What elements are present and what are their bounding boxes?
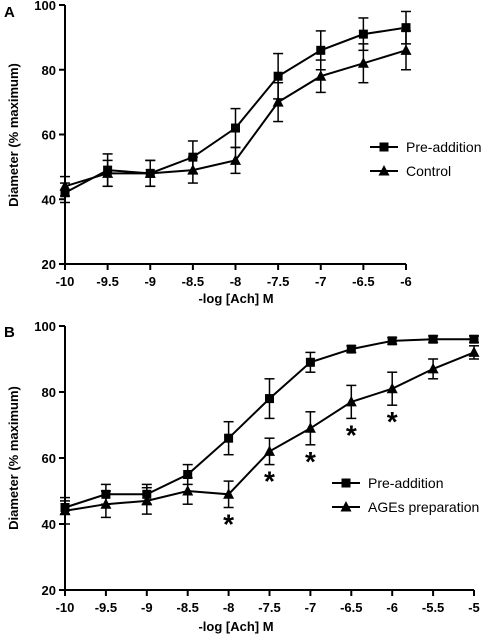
- y-tick-label: 40: [42, 192, 56, 207]
- y-tick-label: 100: [34, 0, 56, 13]
- data-point: [264, 445, 275, 456]
- series-triangle: [59, 30, 412, 197]
- legend-entry: Pre-addition: [368, 475, 444, 491]
- x-tick-label: -7.5: [258, 600, 280, 615]
- significance-mark: *: [305, 446, 316, 477]
- data-point: [469, 334, 479, 344]
- y-tick-label: 100: [34, 319, 56, 334]
- x-tick-label: -7: [305, 600, 317, 615]
- data-point: [272, 96, 284, 107]
- data-point: [304, 422, 316, 433]
- x-tick-label: -6.5: [340, 600, 362, 615]
- data-point: [468, 346, 480, 357]
- data-point: [305, 357, 315, 367]
- data-point: [315, 70, 327, 81]
- x-tick-label: -7: [315, 274, 327, 289]
- data-point: [358, 29, 368, 39]
- y-tick-label: 20: [42, 583, 56, 598]
- x-tick-label: -6: [400, 274, 412, 289]
- chart-panel-a: A 20 40 60 80 100 -10 -9.5 -9 -8.5 -8 -7.5 -7 -6.5 -6 -…: [4, 0, 482, 306]
- significance-mark: *: [346, 419, 357, 450]
- panel-label: B: [4, 324, 15, 341]
- data-point: [386, 382, 398, 394]
- significance-mark: *: [264, 466, 275, 497]
- x-axis-title: -log [Ach] M: [198, 291, 273, 306]
- y-tick-label: 20: [42, 257, 56, 272]
- x-tick-label: -6.5: [352, 274, 374, 289]
- x-tick-label: -8: [230, 274, 242, 289]
- x-tick-label: -7.5: [267, 274, 289, 289]
- legend-marker: [340, 501, 352, 512]
- data-point: [100, 498, 112, 509]
- data-point: [387, 336, 397, 346]
- x-tick-label: -8.5: [182, 274, 204, 289]
- chart-panel-b: B 20 40 60 80 100 -10 -9.5 -9 -8.5 -8 -7.5 -7 -6.5 -6 -…: [4, 319, 480, 634]
- data-point: [224, 433, 234, 443]
- y-tick-label: 60: [42, 128, 56, 143]
- data-point: [273, 71, 283, 81]
- legend-marker: [341, 478, 351, 488]
- x-tick-label: -8: [223, 600, 235, 615]
- significance-mark: *: [223, 509, 234, 540]
- legend-entry: AGEs preparation: [368, 499, 479, 515]
- data-point: [401, 23, 411, 33]
- x-tick-label: -5.5: [422, 600, 444, 615]
- panel-label: A: [4, 4, 15, 21]
- legend: Pre-addition AGEs preparation: [332, 475, 479, 515]
- x-tick-label: -6: [386, 600, 398, 615]
- data-point: [357, 57, 369, 68]
- y-tick-label: 60: [42, 451, 56, 466]
- y-tick-label: 80: [42, 385, 56, 400]
- data-point: [346, 344, 356, 354]
- data-point: [59, 504, 71, 516]
- y-axis-title: Diameter (% maximum): [6, 386, 21, 530]
- x-tick-label: -10: [56, 600, 75, 615]
- series-square: [60, 334, 479, 515]
- data-point: [182, 485, 194, 496]
- x-tick-label: -9: [141, 600, 153, 615]
- x-tick-label: -10: [56, 274, 75, 289]
- x-tick-label: -9: [144, 274, 156, 289]
- data-point: [230, 154, 241, 165]
- data-point: [59, 180, 71, 191]
- data-point: [345, 395, 357, 407]
- x-tick-label: -9.5: [95, 600, 117, 615]
- x-tick-label: -9.5: [96, 274, 118, 289]
- data-point: [141, 494, 153, 506]
- x-tick-label: -8.5: [176, 600, 198, 615]
- x-axis-title: -log [Ach] M: [198, 619, 273, 634]
- data-point: [231, 123, 240, 133]
- data-point: [427, 362, 439, 374]
- data-point: [223, 488, 235, 499]
- x-tick-label: -5: [468, 600, 480, 615]
- data-point: [144, 167, 156, 178]
- series-triangle: [59, 345, 480, 525]
- legend: Pre-addition Control: [370, 139, 482, 179]
- data-point: [265, 394, 274, 404]
- legend-entry: Control: [406, 163, 451, 179]
- legend-marker: [379, 142, 389, 152]
- data-point: [183, 470, 193, 479]
- data-point: [187, 164, 199, 175]
- legend-marker: [378, 165, 390, 176]
- data-point: [400, 44, 412, 55]
- y-axis-title: Diameter (% maximum): [6, 63, 21, 207]
- data-point: [428, 334, 438, 344]
- data-point: [102, 167, 114, 178]
- significance-mark: *: [387, 406, 398, 437]
- y-tick-label: 40: [42, 517, 56, 532]
- y-tick-label: 80: [42, 63, 56, 78]
- data-point: [316, 45, 326, 55]
- legend-entry: Pre-addition: [406, 139, 482, 155]
